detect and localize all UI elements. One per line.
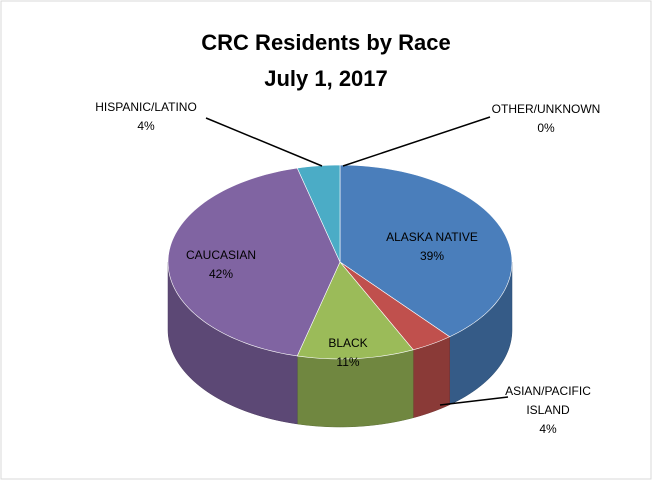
data-label: HISPANIC/LATINO 4% <box>76 98 216 136</box>
slice-value: 11% <box>336 355 360 369</box>
pie-slice <box>167 167 341 357</box>
pie-slice <box>339 164 513 338</box>
data-label: OTHER/UNKNOWN 0% <box>476 100 616 138</box>
data-label: ALASKA NATIVE 39% <box>372 228 492 266</box>
slice-value: 4% <box>137 119 155 133</box>
pie-tops <box>167 164 513 360</box>
slice-value: 0% <box>537 121 555 135</box>
pie-sides <box>167 261 513 428</box>
slice-category: ASIAN/PACIFIC ISLAND <box>505 384 591 417</box>
slice-category: ALASKA NATIVE <box>386 230 478 244</box>
slice-value: 42% <box>208 267 234 281</box>
slice-value: 4% <box>539 422 557 436</box>
leader-line <box>205 117 323 167</box>
data-label: BLACK 11% <box>308 334 388 372</box>
chart-subtitle: July 1, 2017 <box>264 66 388 91</box>
data-label: CAUCASIAN 42% <box>171 246 271 284</box>
slice-category: BLACK <box>328 336 368 350</box>
chart-title: CRC Residents by Race <box>201 30 451 55</box>
pie-slice <box>296 261 414 360</box>
slice-value: 39% <box>419 249 445 263</box>
slice-category: CAUCASIAN <box>185 248 256 262</box>
pie-slice-side <box>412 336 450 419</box>
leader-line <box>439 396 509 406</box>
slice-category: OTHER/UNKNOWN <box>491 102 601 116</box>
pie-slice <box>296 164 341 263</box>
leader-line <box>342 116 491 167</box>
data-label: ASIAN/PACIFIC ISLAND 4% <box>493 382 603 439</box>
pie-slice <box>339 261 451 351</box>
slice-category: HISPANIC/LATINO <box>95 100 197 114</box>
